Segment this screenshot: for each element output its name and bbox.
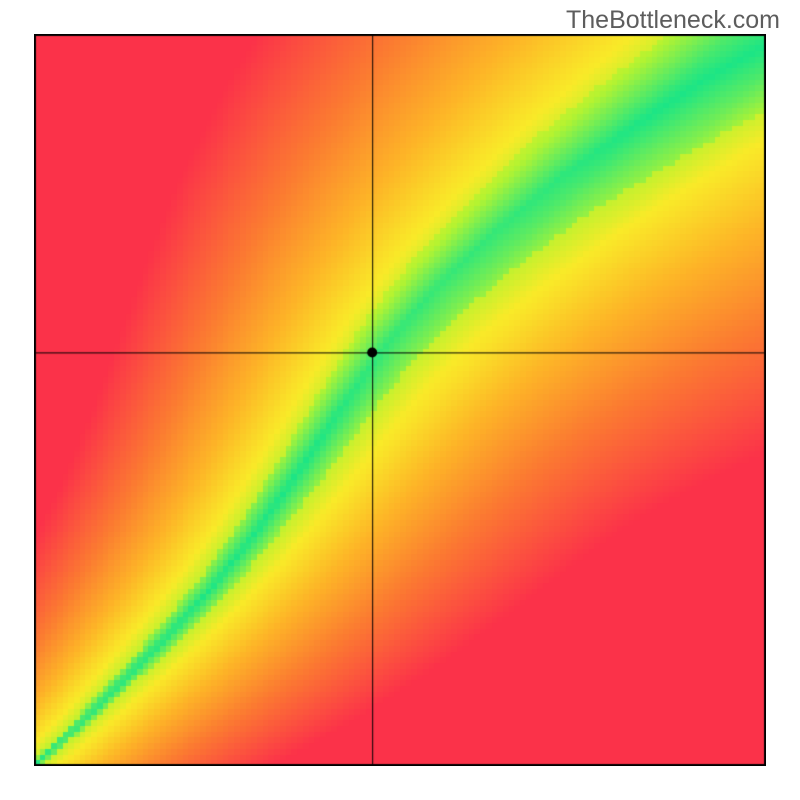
heatmap-canvas — [34, 34, 766, 766]
watermark-text: TheBottleneck.com — [566, 6, 780, 35]
bottleneck-heatmap — [34, 34, 766, 766]
